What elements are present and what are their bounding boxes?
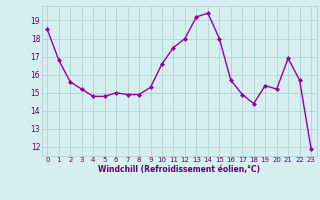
X-axis label: Windchill (Refroidissement éolien,°C): Windchill (Refroidissement éolien,°C) (98, 165, 260, 174)
